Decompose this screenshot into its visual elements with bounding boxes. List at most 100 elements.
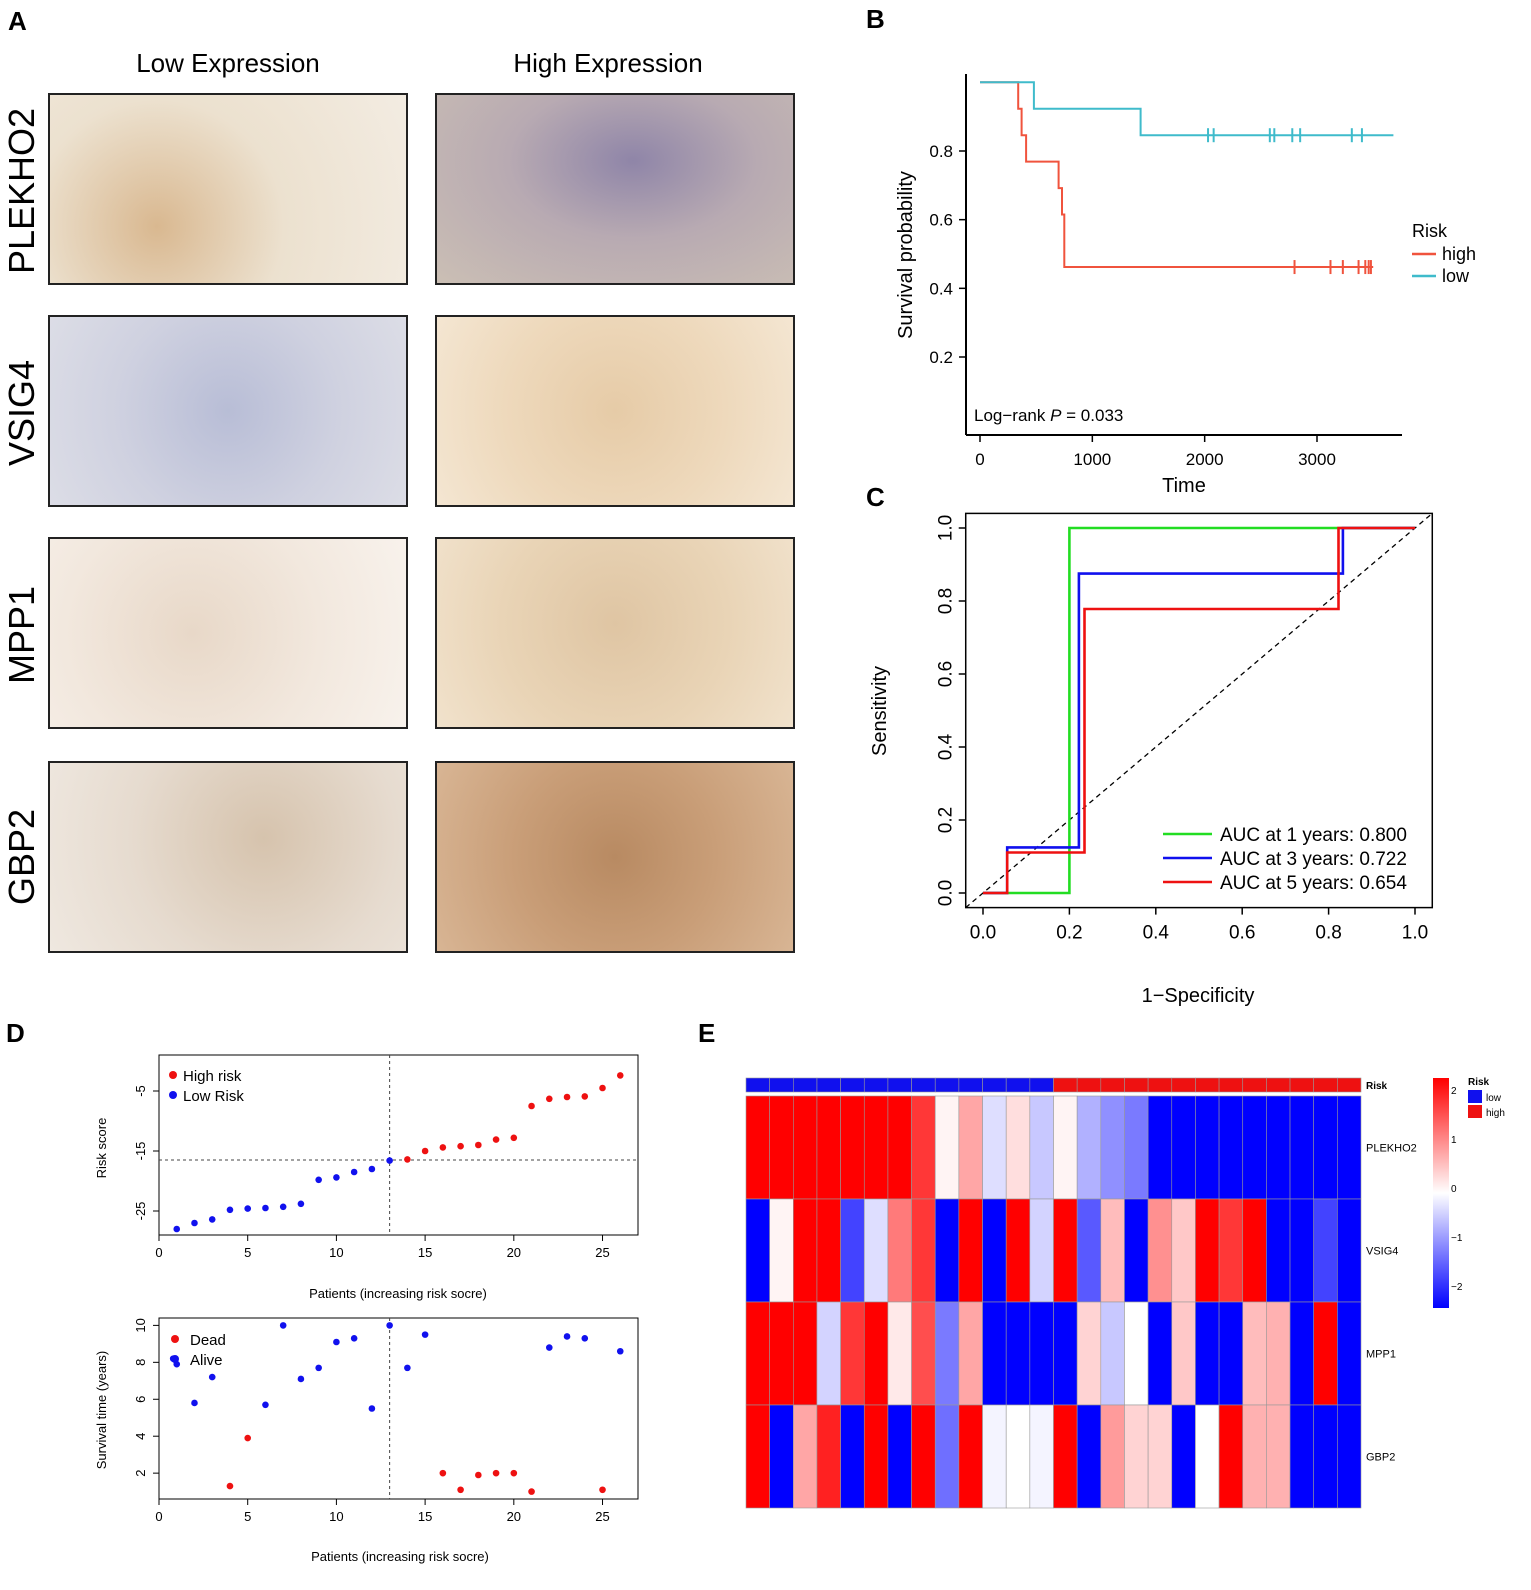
heatmap-legend-title: Risk (1468, 1077, 1490, 1088)
roc-x-tick-label-5: 1.0 (1402, 923, 1428, 944)
survival-time-point-dead-1 (244, 1435, 251, 1442)
heatmap-cell-plekho2-7 (912, 1096, 936, 1199)
risk-legend-dot-low (169, 1091, 177, 1099)
heatmap-cell-mpp1-10 (983, 1302, 1007, 1405)
risk-score-point-high-risk-11 (599, 1085, 606, 1092)
heatmap-cell-vsig4-6 (888, 1199, 912, 1302)
survival-time-point-alive-4 (262, 1402, 269, 1409)
survival-time-x-tick-label-3: 15 (418, 1509, 432, 1524)
survival-time-point-alive-17 (617, 1348, 624, 1355)
heatmap-cell-mpp1-12 (1030, 1302, 1054, 1405)
heatmap-cell-vsig4-8 (935, 1199, 959, 1302)
heatmap-legend-swatch-high (1468, 1105, 1482, 1118)
heatmap-risk-cell-8 (935, 1078, 959, 1092)
survival-time-plot-box (159, 1318, 638, 1499)
ihc-plekho2-high (435, 93, 795, 285)
heatmap-cell-gbp2-12 (1030, 1405, 1054, 1508)
heatmap-cell-vsig4-19 (1195, 1199, 1219, 1302)
heatmap-cell-vsig4-20 (1219, 1199, 1243, 1302)
risk-score-point-low-risk-6 (280, 1204, 287, 1211)
heatmap-colorbar (1433, 1078, 1449, 1308)
heatmap-colorbar-tick-0: 2 (1451, 1086, 1457, 1097)
risk-score-point-high-risk-7 (528, 1103, 535, 1110)
risk-score-point-low-risk-4 (244, 1205, 251, 1212)
roc-x-tick-label-4: 0.8 (1315, 923, 1341, 944)
risk-score-x-tick-label-2: 10 (329, 1245, 343, 1260)
roc-y-tick-label-1: 0.2 (936, 807, 957, 833)
risk-score-point-high-risk-6 (511, 1135, 518, 1142)
heatmap-row-label-gbp2: GBP2 (1366, 1452, 1395, 1464)
ihc-vsig4-high (435, 315, 795, 507)
survival-time-point-alive-15 (564, 1333, 571, 1340)
heatmap-cell-vsig4-23 (1290, 1199, 1314, 1302)
survival-time-y-tick-label-2: 6 (133, 1396, 148, 1403)
panel-letter-e: E (698, 1018, 715, 1049)
ihc-vsig4-low (48, 315, 408, 507)
heatmap-cell-vsig4-22 (1266, 1199, 1290, 1302)
heatmap-cell-vsig4-7 (912, 1199, 936, 1302)
survival-time-point-alive-11 (386, 1322, 393, 1329)
heatmap-cell-gbp2-14 (1077, 1405, 1101, 1508)
heatmap-cell-plekho2-18 (1172, 1096, 1196, 1199)
heatmap-cell-plekho2-3 (817, 1096, 841, 1199)
risk-score-point-low-risk-1 (191, 1220, 198, 1227)
heatmap-risk-cell-25 (1337, 1078, 1361, 1092)
heatmap-cell-gbp2-8 (935, 1405, 959, 1508)
risk-score-point-low-risk-3 (227, 1207, 234, 1214)
heatmap-cell-plekho2-12 (1030, 1096, 1054, 1199)
risk-score-point-high-risk-12 (617, 1072, 624, 1079)
risk-score-point-low-risk-2 (209, 1216, 216, 1223)
heatmap-cell-gbp2-10 (983, 1405, 1007, 1508)
heatmap-cell-gbp2-4 (841, 1405, 865, 1508)
heatmap-cell-vsig4-15 (1101, 1199, 1125, 1302)
heatmap-risk-cell-1 (770, 1078, 794, 1092)
heatmap-colorbar-tick-2: 0 (1451, 1184, 1457, 1195)
heatmap-cell-plekho2-23 (1290, 1096, 1314, 1199)
high-expression-header: High Expression (428, 48, 788, 79)
survival-time-point-alive-5 (280, 1322, 287, 1329)
risk-score-y-label: Risk score (94, 1118, 109, 1179)
survival-time-point-alive-9 (351, 1335, 358, 1342)
roc-y-tick-label-5: 1.0 (936, 515, 957, 541)
ihc-plekho2-low (48, 93, 408, 285)
roc-x-tick-label-2: 0.4 (1143, 923, 1170, 944)
risk-legend-label-low: Low Risk (183, 1088, 244, 1105)
risk-score-point-high-risk-1 (422, 1148, 429, 1155)
heatmap-cell-plekho2-15 (1101, 1096, 1125, 1199)
heatmap-risk-cell-4 (841, 1078, 865, 1092)
km-y-tick-label-2: 0.6 (929, 211, 953, 230)
heatmap-cell-vsig4-2 (793, 1199, 817, 1302)
survival-time-x-tick-label-4: 20 (507, 1509, 521, 1524)
heatmap-cell-mpp1-14 (1077, 1302, 1101, 1405)
heatmap-cell-vsig4-25 (1337, 1199, 1361, 1302)
km-legend-label-low: low (1442, 266, 1470, 286)
survival-time-x-label: Patients (increasing risk socre) (311, 1549, 489, 1564)
heatmap-cell-mpp1-16 (1124, 1302, 1148, 1405)
heatmap-cell-plekho2-6 (888, 1096, 912, 1199)
heatmap-cell-vsig4-0 (746, 1199, 770, 1302)
heatmap-cell-plekho2-16 (1124, 1096, 1148, 1199)
risk-score-x-tick-label-5: 25 (595, 1245, 609, 1260)
status-legend-label-alive: Alive (190, 1352, 223, 1369)
risk-score-point-low-risk-0 (173, 1226, 180, 1233)
heatmap-cell-plekho2-17 (1148, 1096, 1172, 1199)
heatmap-cell-vsig4-11 (1006, 1199, 1030, 1302)
heatmap-cell-vsig4-12 (1030, 1199, 1054, 1302)
heatmap-cell-mpp1-2 (793, 1302, 817, 1405)
heatmap-cell-gbp2-16 (1124, 1405, 1148, 1508)
heatmap-row-label-mpp1: MPP1 (1366, 1349, 1396, 1361)
risk-score-point-high-risk-9 (564, 1094, 571, 1101)
risk-score-point-high-risk-8 (546, 1096, 553, 1103)
heatmap-risk-cell-17 (1148, 1078, 1172, 1092)
risk-score-point-high-risk-10 (581, 1093, 588, 1100)
heatmap-cell-gbp2-24 (1314, 1405, 1338, 1508)
heatmap-risk-cell-21 (1243, 1078, 1267, 1092)
survival-time-point-dead-7 (528, 1488, 535, 1495)
heatmap-cell-mpp1-21 (1243, 1302, 1267, 1405)
risk-score-x-label: Patients (increasing risk socre) (309, 1286, 487, 1301)
roc-chart: 0.0 0.2 0.4 0.6 0.8 1.00.00.20.40.60.81.0 1−S… (860, 500, 1531, 1010)
heatmap-risk-cell-13 (1054, 1078, 1078, 1092)
heatmap-risk-cell-22 (1266, 1078, 1290, 1092)
risk-score-x-tick-label-3: 15 (418, 1245, 432, 1260)
heatmap-cell-gbp2-21 (1243, 1405, 1267, 1508)
